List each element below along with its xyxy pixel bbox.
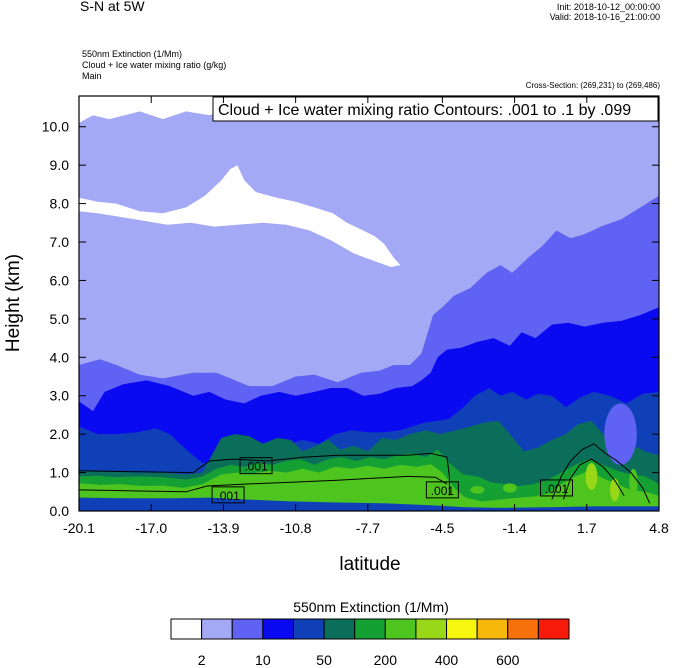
colorbar-swatch-3 xyxy=(262,618,294,640)
colorbar-swatch-11 xyxy=(507,618,539,640)
contour-label-1: .001 xyxy=(216,489,240,503)
field-line-extinction: 550nm Extinction (1/Mm) xyxy=(82,49,183,59)
contour-label-box-1 xyxy=(211,486,245,504)
contour-label-3: .001 xyxy=(545,482,569,496)
plot-frame xyxy=(78,95,660,512)
plot-area xyxy=(79,96,659,511)
y-tick-label: 6.0 xyxy=(50,272,70,288)
x-tick-label: -4.5 xyxy=(430,520,454,536)
colorbar-swatch-2 xyxy=(231,618,264,640)
x-tick-label: -17.0 xyxy=(135,520,167,536)
y-tick-label: 10.0 xyxy=(42,119,69,135)
colorbar-swatch-6 xyxy=(354,618,386,640)
colorbar-swatch-12 xyxy=(537,618,570,640)
cross-section-label: Cross-Section: (269,231) to (269,486) xyxy=(525,81,660,90)
colorbar-swatch-10 xyxy=(476,618,509,640)
y-tick-label: 4.0 xyxy=(50,349,70,365)
x-tick-label: 1.7 xyxy=(577,520,597,536)
x-axis-title: latitude xyxy=(339,554,400,575)
y-tick-label: 1.0 xyxy=(50,465,70,481)
x-tick-label: -20.1 xyxy=(63,520,95,536)
contour-annotation: Cloud + Ice water mixing ratio Contours:… xyxy=(218,102,631,119)
colorbar-label: 50 xyxy=(316,652,332,668)
contour-line-3 xyxy=(563,458,625,500)
contour-label-box-0 xyxy=(239,457,273,475)
colorbar-swatch-9 xyxy=(446,618,478,640)
colorbar-label: 10 xyxy=(255,652,271,668)
field-line-domain: Main xyxy=(82,71,102,81)
contour-layer xyxy=(79,443,651,504)
extinction-cell-0 xyxy=(604,403,637,465)
colorbar-swatch-8 xyxy=(415,618,448,640)
contour-line-2 xyxy=(551,443,651,504)
figure-title: S-N at 5W xyxy=(80,0,145,14)
x-tick-label: 4.8 xyxy=(649,520,669,536)
colorbar: 2 10 50 200 400 600 xyxy=(170,618,570,668)
x-tick-label: -1.4 xyxy=(503,520,527,536)
extinction-cell-3 xyxy=(629,468,638,496)
colorbar-swatch-7 xyxy=(384,618,417,640)
contour-label-box-2 xyxy=(425,481,459,499)
y-axis-title: Height (km) xyxy=(3,254,24,352)
y-tick-label: 0.0 xyxy=(50,503,70,519)
x-tick-label: -7.7 xyxy=(356,520,380,536)
extinction-cell-2 xyxy=(610,478,620,502)
y-tick-label: 2.0 xyxy=(50,426,70,442)
contour-line-0 xyxy=(79,452,450,496)
extinction-cell-5 xyxy=(470,486,485,494)
colorbar-label: 600 xyxy=(496,652,520,668)
colorbar-label: 400 xyxy=(435,652,459,668)
contour-label-2: .001 xyxy=(431,484,455,498)
y-axis: 0.0 1.0 2.0 3.0 4.0 5.0 6.0 7.0 8.0 9.0 10.0 xyxy=(42,119,659,519)
clear-air-region xyxy=(79,165,401,267)
x-axis: -20.1 -17.0 -13.9 -10.8 -7.7 -4.5 -1.4 1.7 4.8 xyxy=(63,96,669,536)
y-tick-label: 3.0 xyxy=(50,388,70,404)
colorbar-swatch-5 xyxy=(323,618,356,640)
y-tick-label: 5.0 xyxy=(50,311,70,327)
field-line-mixing-ratio: Cloud + Ice water mixing ratio (g/kg) xyxy=(82,60,227,70)
contour-line-1 xyxy=(79,475,448,493)
init-time: Init: 2018-10-12_00:00:00 xyxy=(556,2,660,12)
contour-label-0: .001 xyxy=(244,460,268,474)
extinction-cell-1 xyxy=(585,462,598,490)
contour-annotation-box: Cloud + Ice water mixing ratio Contours:… xyxy=(212,96,659,122)
colorbar-label: 2 xyxy=(198,652,206,668)
colorbar-swatch-4 xyxy=(292,618,325,640)
x-tick-label: -10.8 xyxy=(280,520,312,536)
y-tick-label: 9.0 xyxy=(50,157,70,173)
contour-labels: .001 .001 .001 .001 xyxy=(211,457,574,504)
extinction-cell-4 xyxy=(502,483,517,493)
y-tick-label: 7.0 xyxy=(50,234,70,250)
contour-label-box-3 xyxy=(540,479,574,497)
valid-time: Valid: 2018-10-16_21:00:00 xyxy=(549,12,660,22)
x-tick-label: -13.9 xyxy=(207,520,239,536)
colorbar-label: 200 xyxy=(374,652,398,668)
colorbar-swatch-1 xyxy=(201,618,233,640)
extinction-band-7 xyxy=(79,497,659,511)
y-tick-label: 8.0 xyxy=(50,196,70,212)
colorbar-swatch-0 xyxy=(170,618,203,640)
colorbar-title: 550nm Extinction (1/Mm) xyxy=(293,599,449,615)
